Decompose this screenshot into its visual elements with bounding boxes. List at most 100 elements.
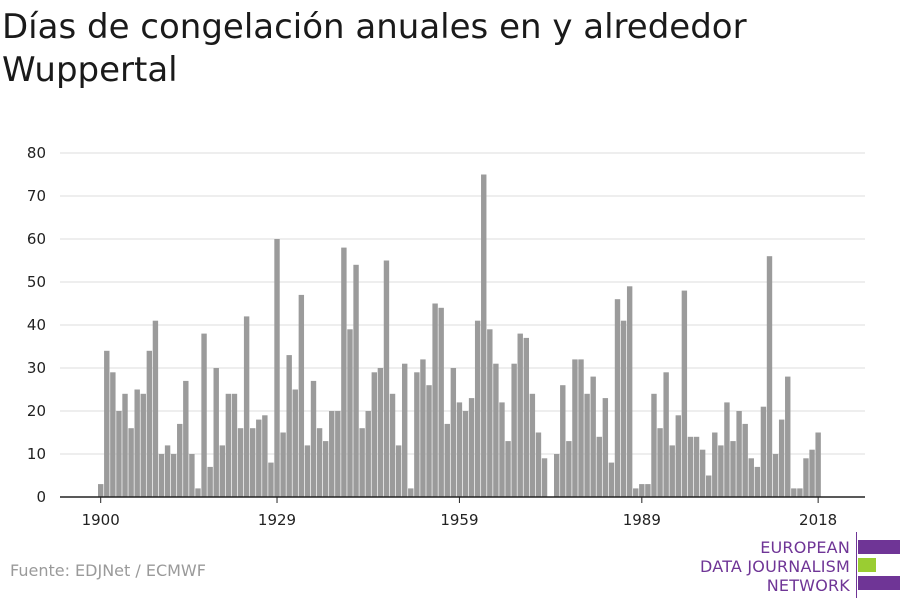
y-tick-label: 70 xyxy=(27,187,46,205)
bar-1959 xyxy=(456,402,463,497)
bar-1924 xyxy=(243,316,250,497)
bar-1970 xyxy=(523,337,529,497)
y-tick-label: 0 xyxy=(36,488,46,506)
bar-1978 xyxy=(572,359,578,497)
bar-1992 xyxy=(657,428,663,497)
bar-1985 xyxy=(614,299,621,497)
bar-1996 xyxy=(681,290,688,497)
bar-1945 xyxy=(371,372,377,497)
chart-title: Días de congelación anuales en y alreded… xyxy=(2,7,747,90)
bar-1956 xyxy=(438,307,444,497)
bar-1969 xyxy=(517,333,523,497)
bar-1960 xyxy=(462,411,469,497)
y-tick-label: 60 xyxy=(27,230,46,248)
bar-1904 xyxy=(122,393,128,497)
bar-1947 xyxy=(383,260,390,497)
bar-1917 xyxy=(201,333,207,497)
bar-1999 xyxy=(699,449,706,497)
bar-1915 xyxy=(189,454,195,497)
x-tick-label: 1959 xyxy=(440,511,478,529)
gridlines xyxy=(60,152,865,455)
bar-1912 xyxy=(170,454,177,497)
bar-1909 xyxy=(152,320,159,497)
bar-1918 xyxy=(207,466,213,497)
bar-1973 xyxy=(541,458,548,497)
bar-2001 xyxy=(712,432,718,497)
bar-1936 xyxy=(316,428,323,497)
x-tick-label: 1989 xyxy=(623,511,661,529)
bar-1926 xyxy=(256,419,262,497)
logo-divider xyxy=(856,532,857,598)
bar-1925 xyxy=(250,428,256,497)
bar-1997 xyxy=(687,436,694,497)
bar-2000 xyxy=(706,475,712,497)
bar-1962 xyxy=(474,320,481,497)
bar-1953 xyxy=(420,359,426,497)
bar-1950 xyxy=(402,363,408,497)
x-tick-label: 1929 xyxy=(258,511,296,529)
bar-1972 xyxy=(535,432,542,497)
bar-1932 xyxy=(292,389,298,497)
bar-2016 xyxy=(803,458,809,497)
bar-2007 xyxy=(748,458,754,497)
bar-2017 xyxy=(809,449,815,497)
bar-2004 xyxy=(730,441,736,497)
y-tick-label: 30 xyxy=(27,359,46,377)
bar-1984 xyxy=(608,462,615,497)
bar-1983 xyxy=(602,398,609,497)
bar-1930 xyxy=(280,432,286,497)
logo-line-european: EUROPEAN xyxy=(760,538,850,557)
bar-1957 xyxy=(444,423,450,497)
bar-1939 xyxy=(335,411,341,497)
bar-1940 xyxy=(341,247,347,497)
bar-1923 xyxy=(237,428,244,497)
bar-1991 xyxy=(651,393,657,497)
bar-1911 xyxy=(164,445,171,497)
bar-1944 xyxy=(365,411,371,497)
x-tick-label: 2018 xyxy=(799,511,837,529)
bar-1993 xyxy=(663,372,669,497)
y-tick-label: 80 xyxy=(27,144,46,162)
bar-1958 xyxy=(450,368,457,497)
bar-1937 xyxy=(322,441,329,497)
bar-1920 xyxy=(219,445,225,497)
bar-1933 xyxy=(298,294,305,497)
bar-2003 xyxy=(724,402,730,497)
bars xyxy=(98,174,821,497)
bar-1903 xyxy=(116,411,122,497)
y-tick-label: 50 xyxy=(27,273,46,291)
bar-2005 xyxy=(736,411,742,497)
bar-1948 xyxy=(389,393,396,497)
bar-1941 xyxy=(347,329,353,497)
bar-1914 xyxy=(183,380,189,497)
logo-bar-purple-top xyxy=(858,540,900,554)
y-tick-label: 20 xyxy=(27,402,46,420)
bar-1905 xyxy=(128,428,134,497)
bar-1943 xyxy=(359,428,365,497)
axes: 0 10 20 30 40 50 60 70 80 1900 1929 1959 1989 2018 xyxy=(27,144,865,529)
bar-2018 xyxy=(815,432,821,497)
bar-1900 xyxy=(98,484,104,497)
bar-1975 xyxy=(554,454,560,497)
x-tick-label: 1900 xyxy=(82,511,120,529)
bar-2002 xyxy=(718,445,724,497)
bar-2015 xyxy=(797,488,803,497)
bar-2009 xyxy=(760,406,767,497)
bar-1955 xyxy=(432,303,438,497)
bar-1946 xyxy=(377,368,384,497)
bar-1977 xyxy=(566,441,572,497)
bar-1988 xyxy=(633,488,639,497)
bar-2012 xyxy=(778,419,785,497)
bar-1931 xyxy=(286,355,292,497)
bar-2013 xyxy=(785,376,791,497)
bar-1919 xyxy=(213,368,219,497)
bar-1979 xyxy=(578,359,584,497)
bar-1929 xyxy=(274,239,280,497)
bar-2011 xyxy=(772,454,779,497)
bar-1916 xyxy=(195,488,201,497)
bar-1935 xyxy=(310,380,317,497)
bar-1928 xyxy=(268,462,274,497)
bar-1976 xyxy=(560,385,566,497)
bar-1908 xyxy=(146,350,153,497)
